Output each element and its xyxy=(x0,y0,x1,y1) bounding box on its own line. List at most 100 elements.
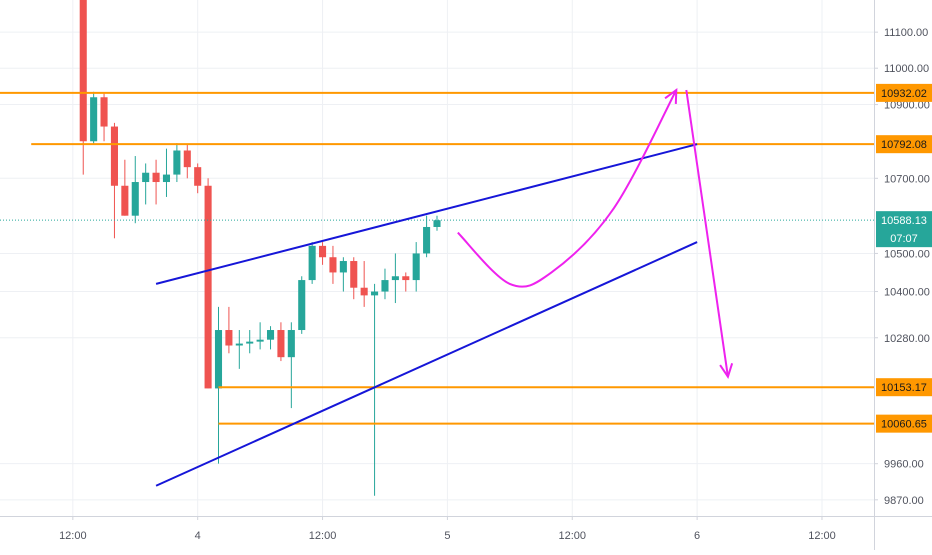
candle-down xyxy=(402,272,410,292)
time-tick-label: 5 xyxy=(444,530,450,542)
candle-down xyxy=(121,159,129,216)
candle-body xyxy=(350,261,358,288)
candle-up xyxy=(131,156,139,224)
price-tick-label: 10400.00 xyxy=(884,287,930,299)
candle-body xyxy=(319,245,327,258)
candle-body xyxy=(412,253,420,281)
candle-body xyxy=(391,276,399,281)
candle-down xyxy=(110,122,118,239)
candle-body xyxy=(131,182,139,216)
candle-up xyxy=(173,143,181,183)
level-price-label: 10932.02 xyxy=(881,88,927,100)
candle-body xyxy=(79,0,87,142)
candle-down xyxy=(100,93,108,142)
level-price-badge xyxy=(876,378,932,397)
candle-up xyxy=(298,276,306,334)
candle-down xyxy=(277,322,285,362)
candle-body xyxy=(277,330,285,358)
channel-trendline xyxy=(155,143,698,285)
candle-up xyxy=(142,163,150,205)
candle-body xyxy=(423,226,431,254)
candle-up xyxy=(423,215,431,258)
candle-up xyxy=(235,330,243,369)
projection-drop-arrowhead xyxy=(719,363,734,379)
candle-body xyxy=(329,257,337,273)
candle-down xyxy=(225,306,233,354)
candle-body xyxy=(287,330,295,358)
candle-up xyxy=(391,253,399,304)
candle-up xyxy=(371,283,379,496)
price-tick-label: 10280.00 xyxy=(884,333,930,345)
countdown-label: 07:07 xyxy=(890,233,918,245)
candle-up xyxy=(287,322,295,409)
candle-body xyxy=(162,174,171,183)
candle-body xyxy=(100,97,108,127)
candle-body xyxy=(152,172,160,183)
candle-up xyxy=(256,322,264,350)
drawings xyxy=(0,87,874,487)
price-tick-label: 10900.00 xyxy=(884,100,930,112)
projection-drop-arrow xyxy=(685,89,729,377)
time-tick-label: 6 xyxy=(694,530,700,542)
candle-up xyxy=(308,242,316,284)
level-price-badge xyxy=(876,83,932,102)
candle-up xyxy=(162,148,171,197)
candle-up xyxy=(214,306,223,464)
level-price-label: 10060.65 xyxy=(881,419,927,431)
time-tick-label: 4 xyxy=(195,530,201,542)
time-tick-label: 12:00 xyxy=(59,530,87,542)
time-tick-label: 12:00 xyxy=(808,530,836,542)
candle-up xyxy=(339,257,347,292)
price-tick-label: 11100.00 xyxy=(884,27,928,39)
candle-body xyxy=(266,330,275,340)
candle-body xyxy=(110,126,118,186)
level-price-badge xyxy=(876,135,932,154)
candles xyxy=(79,0,441,496)
projection-curve-arrowhead xyxy=(664,87,678,104)
candle-down xyxy=(183,144,191,179)
candle-down xyxy=(204,178,212,389)
price-tick-label: 9960.00 xyxy=(884,459,924,471)
candle-body xyxy=(298,280,306,331)
candle-body xyxy=(339,261,347,273)
last-price-badge xyxy=(876,211,932,248)
candle-up xyxy=(90,91,98,145)
price-tick-label: 10700.00 xyxy=(884,173,930,185)
time-tick-label: 12:00 xyxy=(558,530,586,542)
candle-body xyxy=(433,220,441,227)
candle-body xyxy=(194,167,202,186)
price-tick-label: 11000.00 xyxy=(884,63,929,75)
candle-down xyxy=(350,257,358,300)
candle-down xyxy=(79,0,87,175)
candle-body xyxy=(381,280,389,292)
grid-lines xyxy=(0,0,874,516)
candle-down xyxy=(319,242,327,265)
candle-body xyxy=(214,330,223,389)
time-tick-label: 12:00 xyxy=(309,530,337,542)
candle-up xyxy=(246,330,254,354)
candle-down xyxy=(360,261,368,307)
candle-down xyxy=(194,163,202,194)
last-price-label: 10588.13 xyxy=(881,215,927,227)
candle-body xyxy=(225,330,233,346)
candle-body xyxy=(371,291,379,296)
candle-body xyxy=(183,150,191,168)
channel-trendline xyxy=(155,241,698,487)
candle-body xyxy=(246,341,254,344)
projection-curve xyxy=(457,89,678,288)
candle-body xyxy=(173,150,181,175)
candle-body xyxy=(204,185,212,389)
level-price-label: 10792.08 xyxy=(881,139,927,151)
candle-body xyxy=(360,287,368,296)
candle-up xyxy=(412,242,420,292)
price-tick-label: 10500.00 xyxy=(884,248,930,260)
candle-up xyxy=(433,215,441,231)
candle-body xyxy=(402,276,410,281)
candle-body xyxy=(308,245,316,281)
candle-body xyxy=(90,97,98,142)
candle-body xyxy=(256,339,264,342)
candle-body xyxy=(235,343,243,346)
